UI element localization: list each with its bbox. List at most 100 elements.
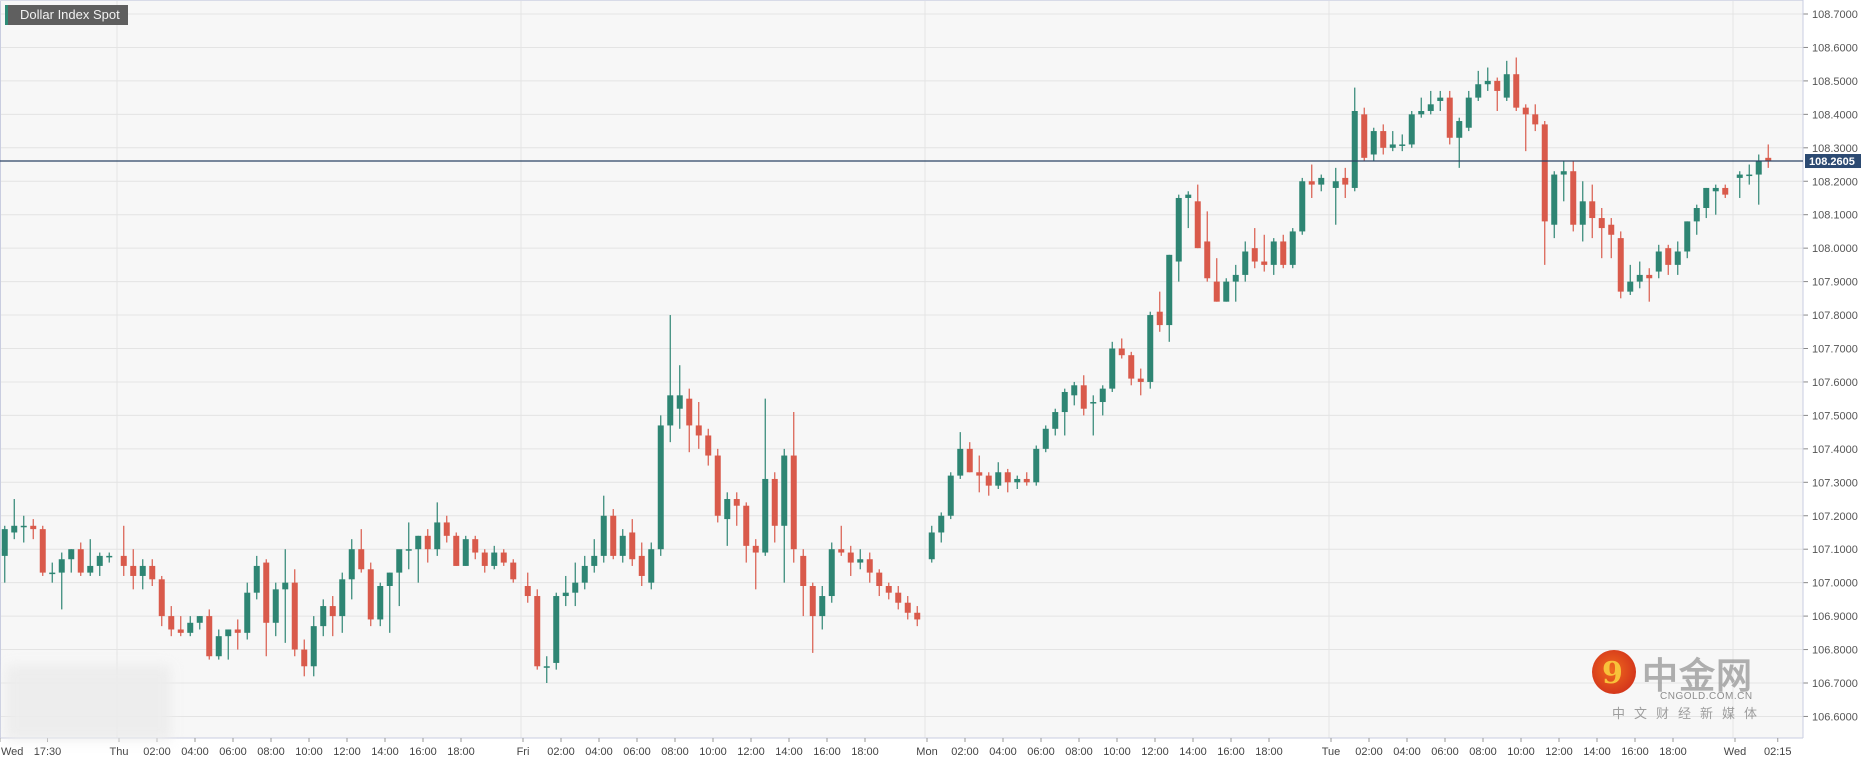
x-tick-label: Fri <box>517 746 530 758</box>
candle-up <box>68 549 75 560</box>
candle-up <box>1418 111 1425 115</box>
candle-down <box>638 555 645 576</box>
candle-up <box>282 582 289 590</box>
candle-up <box>1299 181 1306 232</box>
x-tick-label: 17:30 <box>34 746 62 758</box>
candle-up <box>667 395 674 426</box>
y-tick-label: 108.4000 <box>1812 109 1858 121</box>
candle-down <box>1617 238 1624 292</box>
x-tick-label: 02:00 <box>951 746 979 758</box>
candle-up <box>1071 385 1078 396</box>
candle-down <box>130 565 137 576</box>
candle-up <box>1655 251 1662 272</box>
x-tick-label: 18:00 <box>1659 746 1687 758</box>
candle-up <box>1560 171 1567 175</box>
candle-down <box>443 522 450 536</box>
y-tick-label: 107.3000 <box>1812 477 1858 489</box>
candle-down <box>263 562 270 623</box>
y-tick-label: 107.6000 <box>1812 377 1858 389</box>
y-tick-label: 108.3000 <box>1812 143 1858 155</box>
candle-up <box>1147 315 1154 382</box>
x-tick-label: 16:00 <box>813 746 841 758</box>
candle-up <box>819 596 826 617</box>
x-tick-label: 02:00 <box>547 746 575 758</box>
x-tick-label: 12:00 <box>1545 746 1573 758</box>
candle-up <box>553 596 560 663</box>
candle-down <box>1118 348 1125 356</box>
candle-up <box>1437 97 1444 101</box>
candle-up <box>928 532 935 560</box>
candle-down <box>358 549 365 570</box>
candle-down <box>1251 248 1258 262</box>
candle-down <box>1494 80 1501 91</box>
candle-up <box>1332 181 1339 188</box>
y-tick-label: 108.6000 <box>1812 42 1858 54</box>
candle-down <box>1137 378 1144 382</box>
candle-up <box>196 616 203 623</box>
candle-down <box>895 592 902 603</box>
candle-up <box>938 515 945 533</box>
x-tick-label: 16:00 <box>1217 746 1245 758</box>
candle-up <box>543 666 550 668</box>
candle-down <box>838 549 845 553</box>
candle-up <box>1627 281 1634 292</box>
candle-down <box>1380 131 1387 148</box>
candle-down <box>39 529 46 573</box>
candle-up <box>58 559 65 573</box>
candle-down <box>1446 97 1453 138</box>
candle-up <box>1033 448 1040 483</box>
candle-up <box>405 549 412 551</box>
candle-up <box>1042 428 1049 449</box>
cngold-logo-icon: 9 <box>1592 650 1636 694</box>
candle-down <box>800 555 807 586</box>
candle-down <box>1194 201 1201 249</box>
candle-up <box>1289 231 1296 265</box>
x-tick-label: Wed <box>1 746 23 758</box>
candle-down <box>790 455 797 550</box>
x-tick-label: 04:00 <box>585 746 613 758</box>
candle-down <box>1004 472 1011 483</box>
candle-up <box>386 572 393 586</box>
candle-down <box>472 539 479 553</box>
candle-up <box>415 535 422 550</box>
x-tick-label: 06:00 <box>1027 746 1055 758</box>
x-tick-label: 14:00 <box>1179 746 1207 758</box>
plot-background <box>0 0 1803 738</box>
candle-up <box>1099 388 1106 403</box>
candle-up <box>1703 187 1710 209</box>
candle-down <box>524 585 531 597</box>
candle-up <box>1318 177 1325 185</box>
x-tick-label: 04:00 <box>181 746 209 758</box>
candle-down <box>976 472 983 476</box>
x-tick-label: 18:00 <box>851 746 879 758</box>
candle-up <box>781 455 788 526</box>
candle-up <box>1061 391 1068 413</box>
candle-up <box>572 582 579 593</box>
candle-down <box>1570 171 1577 225</box>
candle-up <box>1351 111 1358 188</box>
candle-down <box>534 596 541 667</box>
x-tick-label: 08:00 <box>661 746 689 758</box>
x-tick-label: 10:00 <box>295 746 323 758</box>
candle-down <box>705 435 712 456</box>
candle-down <box>1156 311 1163 326</box>
x-tick-label: 08:00 <box>1469 746 1497 758</box>
candle-down <box>367 569 374 620</box>
candle-up <box>1408 114 1415 145</box>
candle-down <box>301 649 308 667</box>
candle-up <box>96 555 103 566</box>
candle-up <box>1693 208 1700 222</box>
x-tick-label: 08:00 <box>1065 746 1093 758</box>
candle-up <box>1456 121 1463 138</box>
x-tick-label: 06:00 <box>1431 746 1459 758</box>
candle-down <box>771 478 778 526</box>
candle-up <box>244 592 251 633</box>
watermark-domain: CNGOLD.COM.CN <box>1660 691 1753 702</box>
blurred-overlay <box>6 665 171 740</box>
candle-down <box>733 499 740 506</box>
candle-up <box>11 525 18 533</box>
x-tick-label: Thu <box>110 746 129 758</box>
last-price-label: 108.2605 <box>1809 156 1855 168</box>
candle-down <box>1513 74 1520 108</box>
